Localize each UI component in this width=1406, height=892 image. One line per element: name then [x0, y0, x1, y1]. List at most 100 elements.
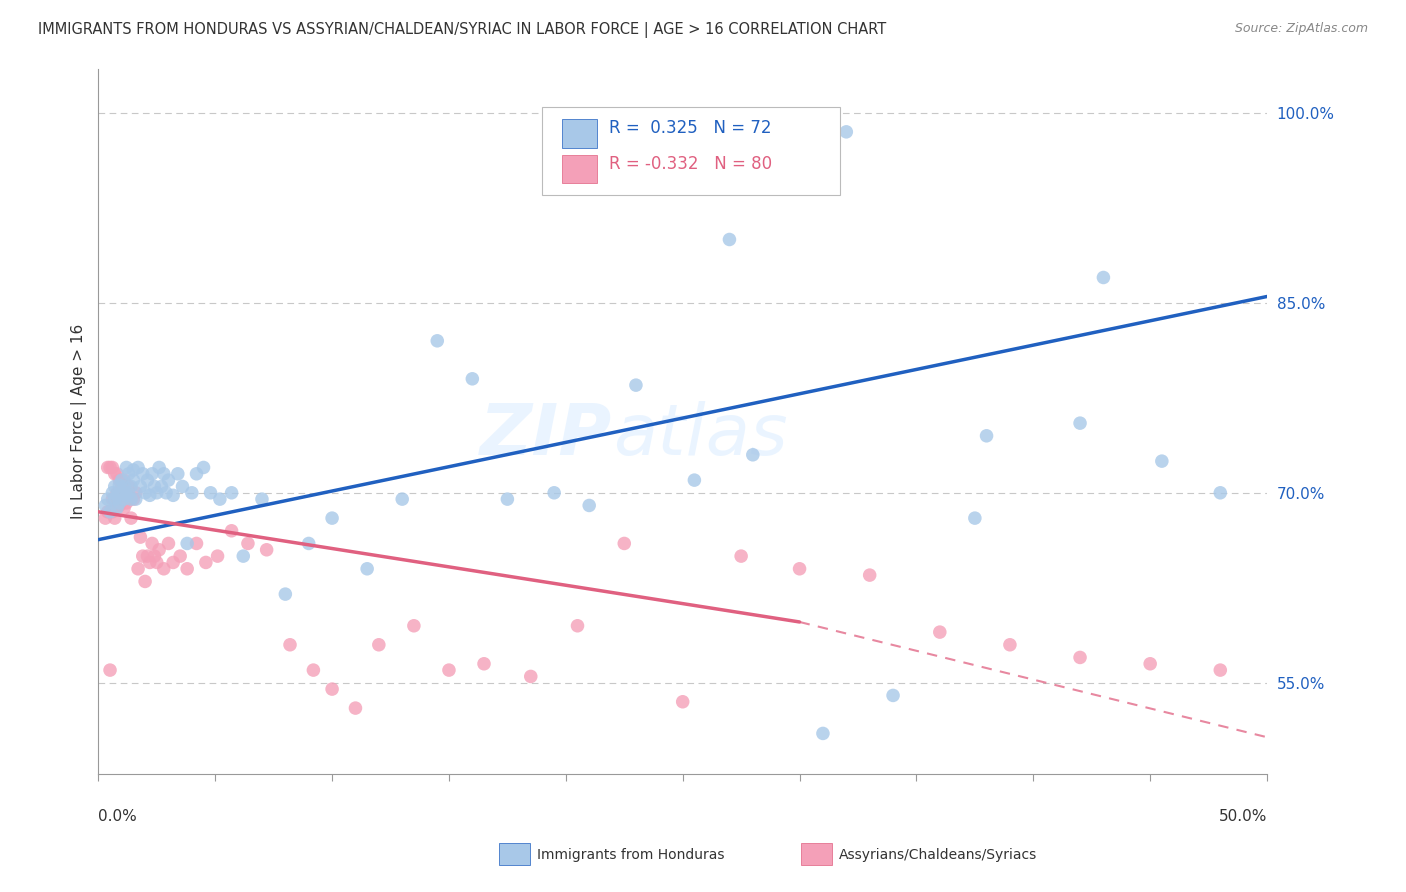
Point [98, 663, 121, 677]
Point [104, 492, 127, 507]
Point [1396, 689, 1406, 703]
Point [207, 549, 229, 563]
Point [162, 556, 184, 570]
Point [741, 448, 763, 462]
Point [104, 492, 127, 507]
Point [624, 378, 647, 392]
Point [115, 496, 138, 510]
Point [148, 460, 170, 475]
Point [108, 499, 131, 513]
Point [104, 467, 127, 481]
Point [221, 524, 243, 538]
Point [132, 467, 155, 481]
Point [112, 492, 135, 507]
Point [97, 492, 120, 507]
Point [112, 479, 135, 493]
Point [141, 467, 163, 481]
Point [672, 695, 695, 709]
Point [152, 467, 174, 481]
Point [111, 485, 134, 500]
Point [976, 429, 998, 443]
Point [108, 478, 131, 492]
Text: atlas: atlas [613, 401, 787, 470]
Point [136, 549, 159, 563]
Text: ZIP: ZIP [481, 401, 613, 470]
Point [1350, 682, 1372, 697]
Point [105, 488, 128, 502]
Point [169, 549, 191, 563]
FancyBboxPatch shape [543, 107, 841, 195]
Point [143, 479, 166, 493]
Point [104, 511, 127, 525]
Point [120, 492, 142, 507]
Point [115, 488, 138, 502]
Bar [562, 120, 598, 147]
Point [437, 663, 460, 677]
Point [998, 638, 1021, 652]
Point [127, 460, 149, 475]
Point [101, 460, 124, 475]
Point [193, 460, 215, 475]
Point [94, 511, 117, 525]
Point [232, 549, 254, 563]
Point [256, 542, 278, 557]
Point [101, 492, 124, 507]
Point [134, 485, 156, 500]
Point [122, 492, 145, 507]
Point [134, 574, 156, 589]
Point [859, 568, 882, 582]
Point [221, 485, 243, 500]
Point [1069, 416, 1091, 430]
Point [155, 485, 177, 500]
Point [125, 492, 148, 507]
Point [122, 463, 145, 477]
Point [200, 485, 222, 500]
Text: IMMIGRANTS FROM HONDURAS VS ASSYRIAN/CHALDEAN/SYRIAC IN LABOR FORCE | AGE > 16 C: IMMIGRANTS FROM HONDURAS VS ASSYRIAN/CHA… [38, 22, 886, 38]
Point [208, 492, 231, 507]
Point [718, 232, 741, 246]
Point [125, 485, 148, 500]
Text: 0.0%: 0.0% [98, 809, 138, 824]
Point [1279, 669, 1302, 683]
Point [132, 549, 155, 563]
Point [101, 485, 124, 500]
Point [278, 638, 301, 652]
Point [1092, 270, 1115, 285]
Point [139, 556, 162, 570]
Point [112, 500, 135, 515]
Point [101, 505, 124, 519]
Point [118, 479, 141, 493]
Point [1139, 657, 1161, 671]
Point [250, 492, 273, 507]
Point [811, 726, 834, 740]
Point [157, 473, 180, 487]
Point [1209, 663, 1232, 677]
Point [105, 500, 128, 515]
Point [120, 479, 142, 493]
Point [152, 562, 174, 576]
Y-axis label: In Labor Force | Age > 16: In Labor Force | Age > 16 [72, 324, 87, 519]
Point [302, 663, 325, 677]
Point [141, 536, 163, 550]
Point [105, 492, 128, 507]
Point [835, 125, 858, 139]
Point [104, 479, 127, 493]
Point [567, 619, 589, 633]
Bar [562, 154, 598, 183]
Point [578, 499, 600, 513]
Point [136, 473, 159, 487]
Point [461, 372, 484, 386]
Text: Source: ZipAtlas.com: Source: ZipAtlas.com [1234, 22, 1368, 36]
Point [98, 505, 121, 519]
Point [789, 562, 811, 576]
Point [166, 467, 188, 481]
Point [127, 562, 149, 576]
Point [108, 473, 131, 487]
Point [172, 479, 194, 493]
Point [730, 549, 752, 563]
Point [120, 511, 142, 525]
Point [146, 556, 169, 570]
Point [108, 496, 131, 510]
Text: 50.0%: 50.0% [1219, 809, 1267, 824]
Point [118, 467, 141, 481]
